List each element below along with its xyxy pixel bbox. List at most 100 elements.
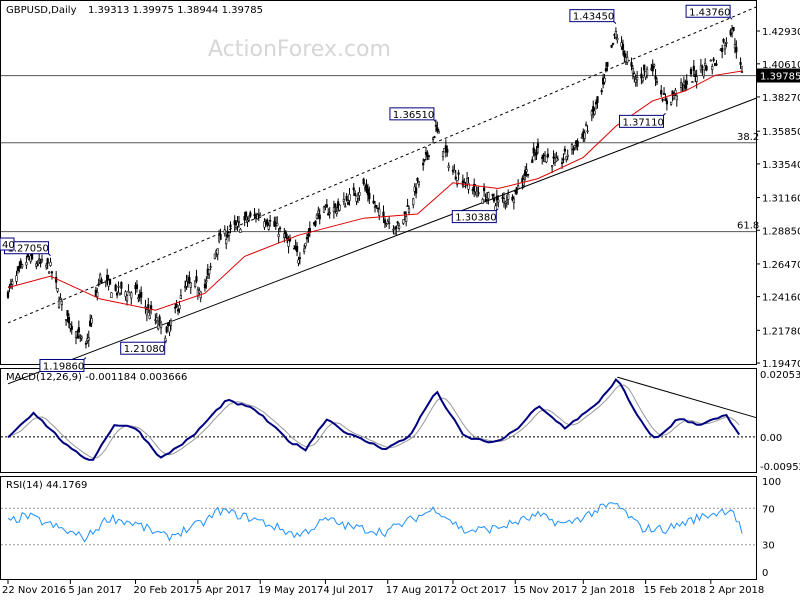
candle-body bbox=[733, 44, 737, 49]
candle-body bbox=[64, 319, 68, 321]
candle-body bbox=[422, 162, 425, 166]
candle-body bbox=[614, 31, 617, 38]
candle-body bbox=[96, 292, 99, 297]
price-marker-label: 1.19860 bbox=[43, 361, 84, 372]
candle-body bbox=[344, 205, 347, 208]
candle-body bbox=[651, 64, 654, 72]
candle-body bbox=[229, 224, 232, 228]
candle-body bbox=[167, 322, 170, 326]
candle-body bbox=[610, 44, 613, 48]
candle-body bbox=[414, 187, 418, 194]
candle-body bbox=[491, 194, 494, 197]
candle-body bbox=[365, 185, 368, 191]
candle-body bbox=[267, 225, 270, 230]
candle-body bbox=[328, 212, 331, 215]
candle-body bbox=[287, 240, 290, 247]
candle-body bbox=[11, 280, 14, 285]
candle-body bbox=[405, 216, 408, 222]
candle-body bbox=[402, 219, 405, 224]
candle-body bbox=[562, 158, 565, 161]
candle-body bbox=[495, 195, 498, 201]
candle-body bbox=[536, 143, 540, 148]
price-marker-label: 1.36510 bbox=[393, 110, 434, 121]
candle-body bbox=[297, 259, 300, 264]
candle-body bbox=[216, 248, 219, 255]
candle-body bbox=[130, 292, 133, 299]
candle-body bbox=[114, 284, 117, 291]
x-axis-label: 17 Aug 2017 bbox=[386, 585, 450, 596]
lines-layer bbox=[1, 6, 757, 385]
candle-body bbox=[286, 237, 289, 240]
candle-body bbox=[284, 231, 287, 239]
x-axis-label: 5 Apr 2017 bbox=[196, 585, 251, 596]
price-marker-leader bbox=[613, 21, 617, 24]
price-axis-label: 1.31160 bbox=[762, 194, 800, 205]
candle-body bbox=[79, 335, 82, 338]
macd-signal-line bbox=[7, 384, 740, 459]
candle-body bbox=[631, 68, 634, 74]
candle-body bbox=[373, 206, 377, 208]
candle-body bbox=[253, 214, 256, 216]
candle-body bbox=[715, 63, 718, 66]
candle-body bbox=[701, 66, 704, 69]
candle-body bbox=[184, 285, 187, 288]
candle-body bbox=[99, 274, 102, 282]
labels-layer: 1.27050 1.19860 1.21080 1.36510 1.30380 1.434… bbox=[0, 4, 759, 372]
candle-body bbox=[209, 266, 212, 268]
fib-level-label: 38.2 bbox=[737, 132, 759, 143]
candle-body bbox=[467, 183, 470, 190]
candle-body bbox=[175, 303, 178, 308]
candle-body bbox=[244, 211, 248, 217]
candle-body bbox=[118, 292, 122, 295]
x-axis-label: 22 Nov 2016 bbox=[2, 585, 66, 596]
price-axis-label: 1.28850 bbox=[762, 226, 800, 237]
candle-body bbox=[293, 247, 296, 250]
price-marker-leader bbox=[663, 113, 666, 116]
candle-body bbox=[590, 110, 593, 116]
candle-body bbox=[59, 297, 62, 300]
x-axis-label: 20 Feb 2017 bbox=[134, 585, 196, 596]
candle-body bbox=[606, 62, 609, 67]
candle-body bbox=[600, 90, 603, 93]
candle-body bbox=[223, 229, 226, 234]
candle-body bbox=[345, 195, 348, 201]
candle-body bbox=[515, 187, 518, 194]
candle-body bbox=[342, 199, 345, 202]
candle-body bbox=[178, 304, 181, 310]
candle-body bbox=[545, 156, 548, 163]
candle-body bbox=[626, 56, 629, 63]
macd-axis-label: 0.00 bbox=[760, 433, 782, 444]
candle-body bbox=[643, 64, 646, 71]
candle-body bbox=[376, 207, 379, 209]
candle-body bbox=[334, 203, 337, 208]
macd-label: MACD(12,26,9) -0.001184 0.003666 bbox=[6, 372, 187, 383]
candle-body bbox=[481, 198, 484, 204]
rsi-label: RSI(14) 44.1769 bbox=[6, 480, 87, 491]
watermark: ActionForex.com bbox=[208, 37, 391, 62]
candle-body bbox=[55, 276, 58, 283]
candle-body bbox=[375, 204, 378, 207]
candle-body bbox=[87, 337, 90, 341]
candle-body bbox=[407, 207, 411, 213]
candle-body bbox=[372, 200, 375, 204]
candle-body bbox=[354, 193, 357, 197]
candle-body bbox=[74, 331, 78, 338]
candle-body bbox=[417, 181, 421, 186]
candle-body bbox=[594, 101, 598, 105]
candle-body bbox=[225, 239, 228, 245]
candle-body bbox=[165, 326, 168, 333]
candle-body bbox=[227, 232, 231, 236]
candle-body bbox=[560, 162, 564, 165]
candle-body bbox=[501, 197, 504, 199]
moving-average-line bbox=[7, 70, 743, 311]
price-axis-label: 1.33540 bbox=[762, 160, 800, 171]
candle-body bbox=[694, 74, 697, 77]
macd-line bbox=[7, 378, 741, 461]
candle-body bbox=[735, 46, 738, 53]
candle-body bbox=[120, 281, 123, 289]
candle-body bbox=[208, 269, 211, 275]
candle-body bbox=[185, 280, 188, 287]
current-price-tag bbox=[757, 68, 800, 83]
